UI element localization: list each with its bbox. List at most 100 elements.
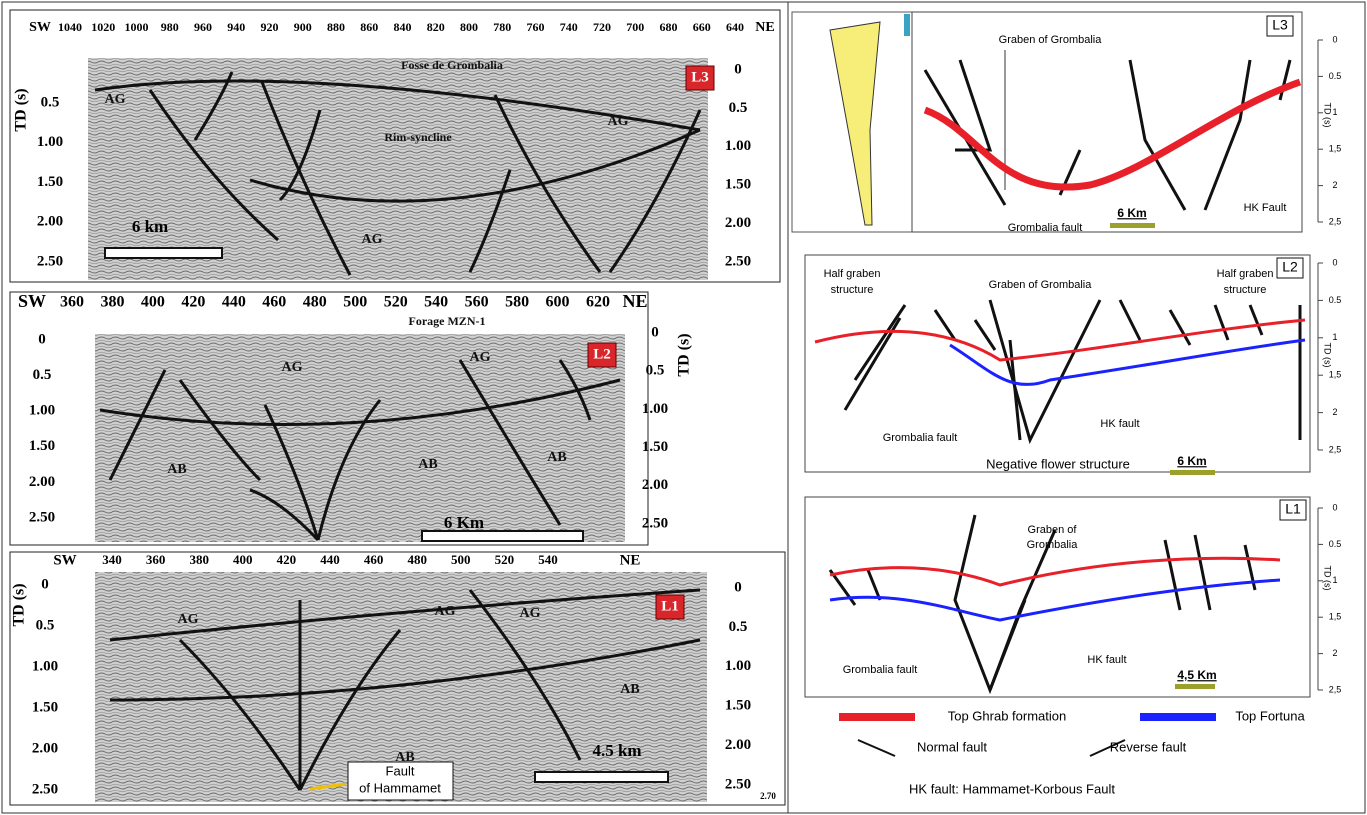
x-tick-label: 620 — [586, 294, 610, 311]
y-tick-label: 0.5 — [729, 100, 748, 116]
y-tick-label: 1.50 — [32, 699, 58, 715]
x-tick-label: 940 — [227, 20, 245, 34]
x-tick-label: 680 — [660, 20, 678, 34]
y-tick-label: 0.5 — [729, 619, 748, 635]
seismic-image — [95, 334, 625, 542]
x-tick-label: 640 — [726, 20, 744, 34]
x-tick-label: 700 — [626, 20, 644, 34]
x-tick-label: 880 — [327, 20, 345, 34]
x-tick-label: 960 — [194, 20, 212, 34]
y-tick-label: 0.5 — [1329, 71, 1342, 81]
x-tick-label: 440 — [320, 552, 340, 567]
x-tick-label: 660 — [693, 20, 711, 34]
x-tick-label: 1000 — [125, 20, 149, 34]
y-tick-label: 2,5 — [1329, 684, 1342, 694]
x-tick-label: 360 — [146, 552, 166, 567]
x-tick-label: 480 — [303, 294, 327, 311]
y-tick-label: 2 — [1332, 648, 1337, 658]
x-tick-label: 500 — [343, 294, 367, 311]
y-tick-label: 1,5 — [1329, 612, 1342, 622]
y-tick-label: 1.00 — [642, 401, 668, 417]
annotation: AB — [418, 457, 437, 472]
annotation: Forage MZN-1 — [409, 314, 486, 328]
x-tick-label: 560 — [465, 294, 489, 311]
x-tick-label: 1040 — [58, 20, 82, 34]
label: structure — [1224, 284, 1267, 296]
label: Grombalia fault — [1008, 222, 1083, 234]
y-tick-label: 1.50 — [642, 439, 668, 455]
y-tick-label: 0.5 — [646, 363, 665, 379]
x-tick-label: 800 — [460, 20, 478, 34]
line-badge-label: L2 — [1282, 259, 1298, 275]
line-badge-label: L2 — [593, 346, 611, 362]
scale-label: 6 Km — [1177, 454, 1206, 468]
y-tick-label: 2.00 — [29, 474, 55, 490]
scale-bar — [1170, 470, 1215, 475]
label: Grombalia fault — [843, 664, 918, 676]
annotation: AG — [362, 232, 383, 247]
x-tick-label: 440 — [222, 294, 246, 311]
x-tick-label: 500 — [451, 552, 471, 567]
y-tick-label: 0 — [1332, 34, 1337, 44]
x-tick-label: 840 — [394, 20, 412, 34]
y-tick-label: 2.50 — [725, 776, 751, 792]
legend-note: HK fault: Hammamet-Korbous Fault — [909, 781, 1115, 796]
label: Grombalia fault — [883, 432, 958, 444]
y-tick-label: 2.00 — [32, 740, 58, 756]
y-tick-label: 2.50 — [725, 253, 751, 269]
seismic-image — [88, 58, 708, 280]
x-tick-label: 860 — [360, 20, 378, 34]
scale-label: 6 Km — [444, 513, 484, 532]
direction-label: SW — [53, 552, 76, 568]
scale-label: 4,5 Km — [1177, 668, 1216, 682]
annotation: AG — [178, 612, 199, 627]
annotation: AB — [547, 450, 566, 465]
y-tick-label: 0 — [41, 576, 49, 592]
x-tick-label: 600 — [546, 294, 570, 311]
label: Graben of Grombalia — [989, 279, 1093, 291]
x-tick-label: 380 — [100, 294, 124, 311]
annotation: Rim-syncline — [384, 130, 452, 144]
axis-title: TD (s) — [11, 583, 28, 626]
annotation: Fosse de Grombalia — [401, 58, 503, 72]
y-tick-label: 2,5 — [1329, 444, 1342, 454]
annotation: AG — [608, 114, 629, 129]
y-tick-label: 0.5 — [1329, 539, 1342, 549]
x-tick-label: 480 — [407, 552, 427, 567]
y-tick-label: 2.00 — [725, 215, 751, 231]
x-tick-label: 760 — [527, 20, 545, 34]
y-tick-label: 1.00 — [32, 658, 58, 674]
scale-bar — [1175, 684, 1215, 689]
label: Graben of — [1028, 524, 1078, 536]
axis-title: TD (s) — [1323, 103, 1333, 128]
direction-label: NE — [755, 20, 774, 35]
y-tick-label: 0 — [1332, 502, 1337, 512]
y-tick-label: 2.50 — [29, 509, 55, 525]
line-badge-label: L3 — [691, 69, 709, 85]
x-tick-label: 900 — [294, 20, 312, 34]
x-tick-label: 1020 — [91, 20, 115, 34]
annotation: AG — [282, 360, 303, 375]
x-tick-label: 420 — [277, 552, 297, 567]
scale-bar — [535, 772, 668, 782]
legend-label: Top Fortuna — [1235, 708, 1305, 723]
x-tick-label: 460 — [364, 552, 384, 567]
y-tick-label: 2 — [1332, 180, 1337, 190]
legend-swatch — [1140, 713, 1216, 721]
y-tick-label: 0.5 — [36, 617, 55, 633]
axis-title: TD (s) — [1323, 566, 1333, 591]
y-tick-label: 1.50 — [725, 698, 751, 714]
y-tick-label: 1.00 — [37, 134, 63, 150]
label: structure — [831, 284, 874, 296]
direction-label: NE — [622, 291, 647, 311]
scale-bar — [1110, 223, 1155, 228]
y-tick-label: 1.00 — [29, 403, 55, 419]
x-tick-label: 400 — [233, 552, 253, 567]
y-tick-label: 1 — [1332, 332, 1337, 342]
y-tick-label: 2,5 — [1329, 216, 1342, 226]
y-tick-label: 1.00 — [725, 138, 751, 154]
label: HK Fault — [1244, 202, 1287, 214]
annotation: AG — [520, 606, 541, 621]
x-tick-label: 340 — [102, 552, 122, 567]
panel-frame — [912, 12, 1302, 232]
